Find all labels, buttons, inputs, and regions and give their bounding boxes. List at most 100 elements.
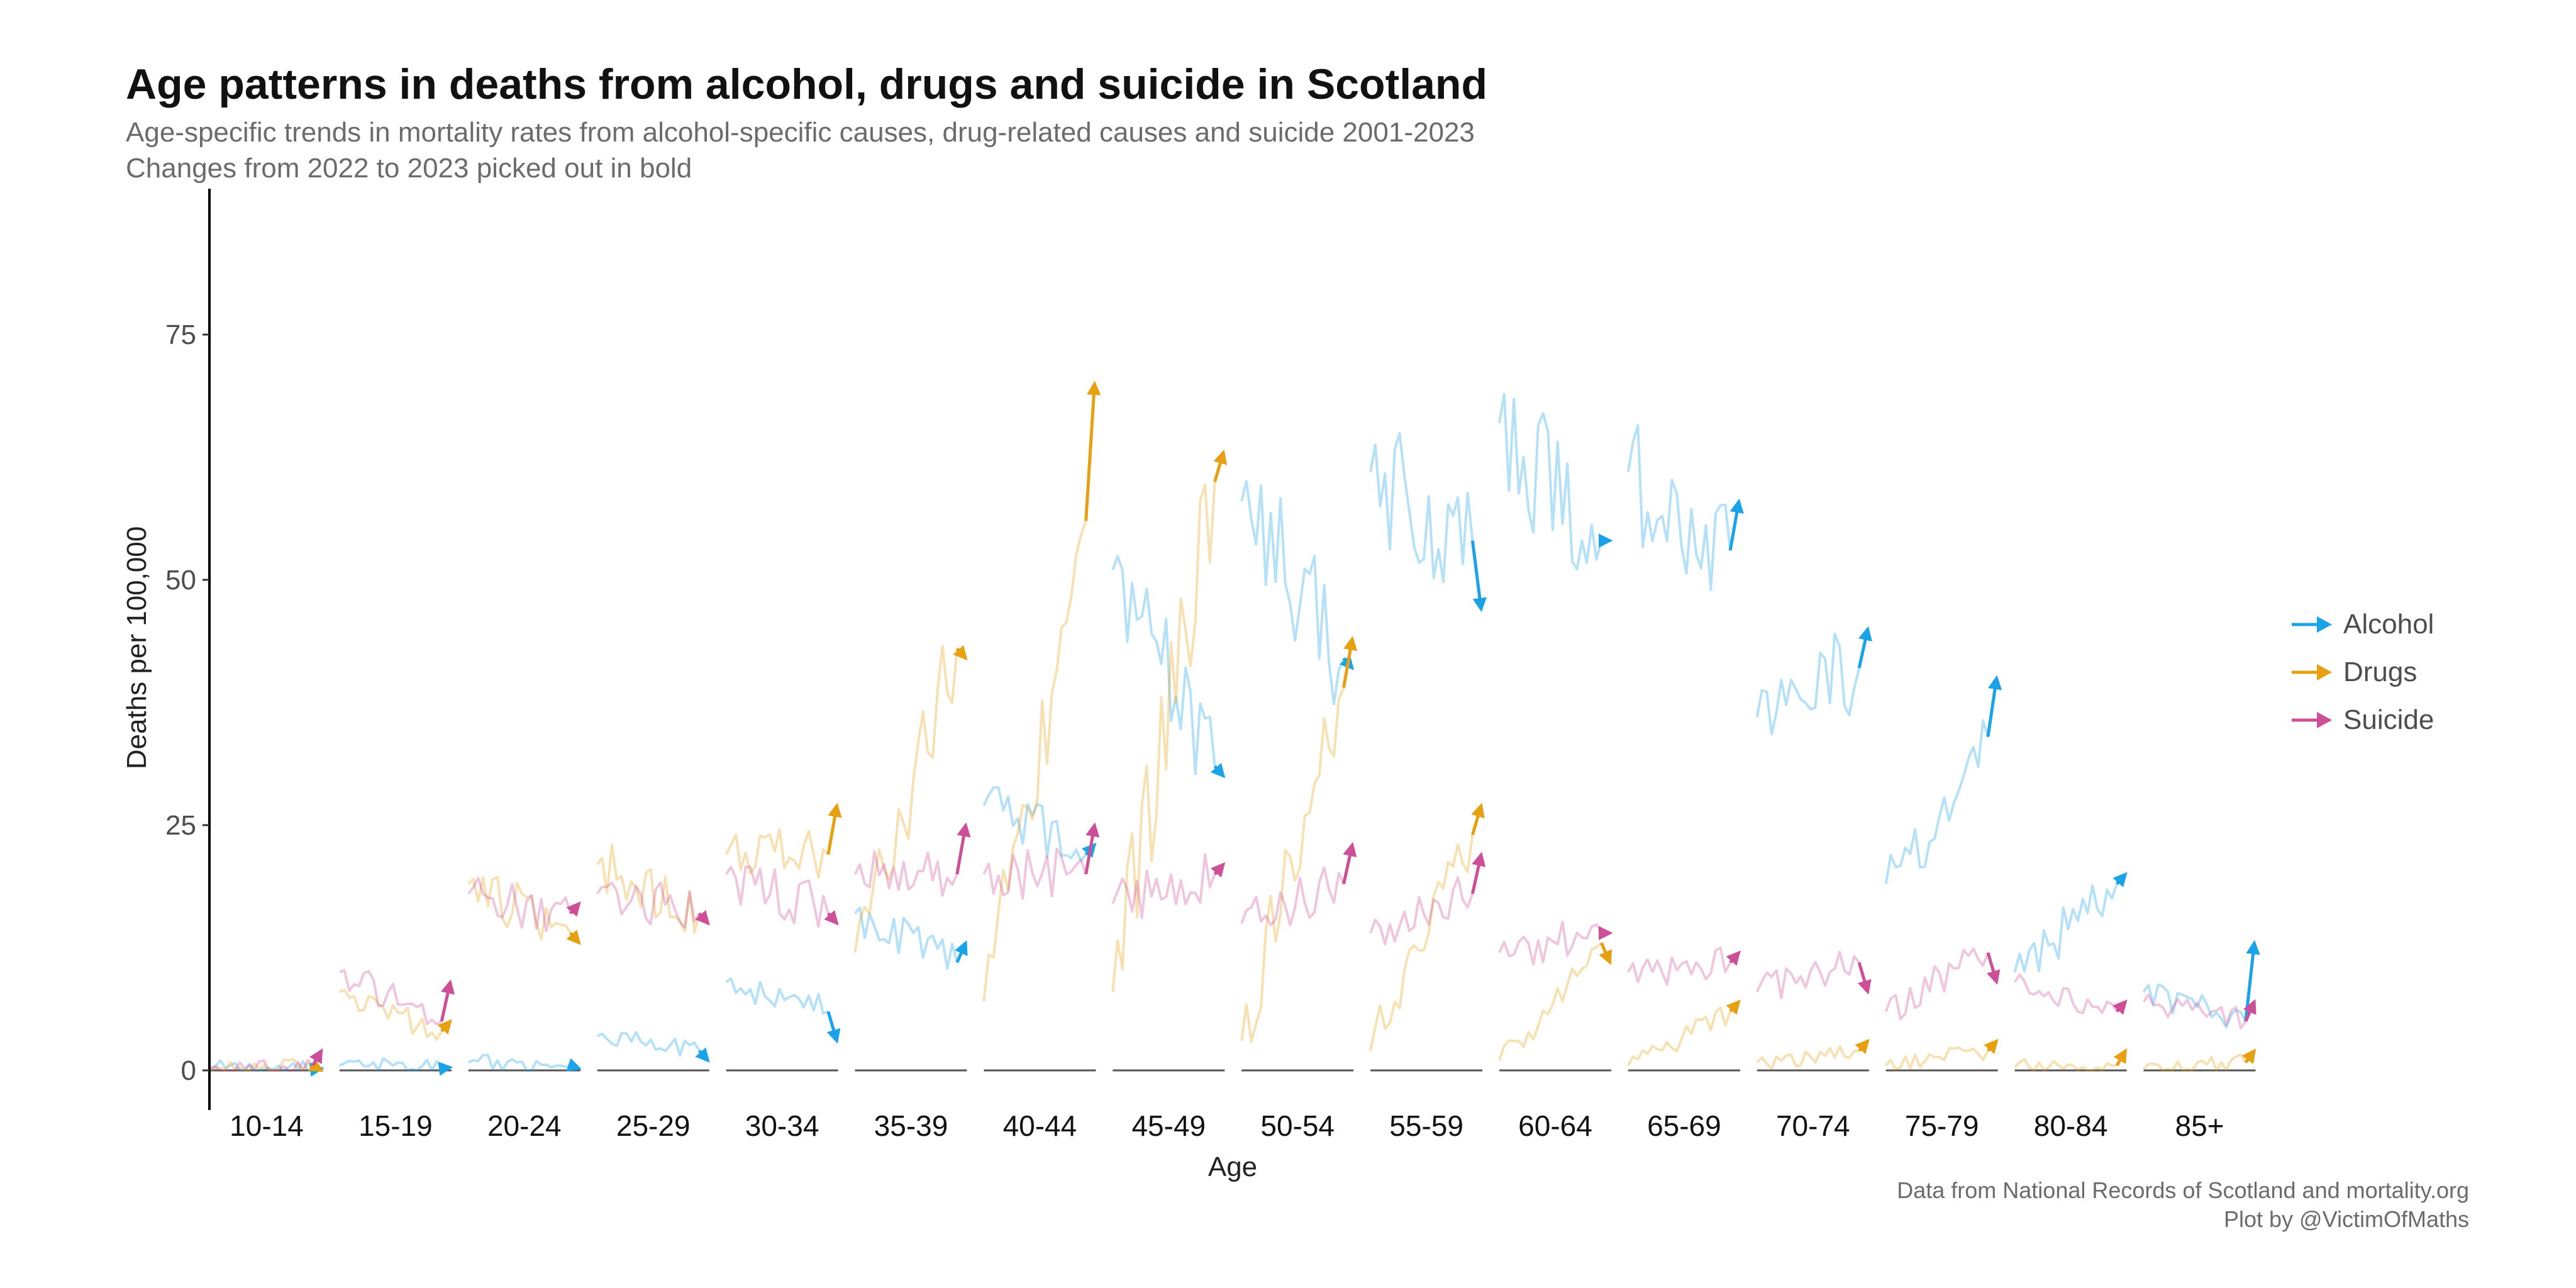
- trend-line-suicide-30-34: [724, 865, 830, 928]
- change-arrow-suicide-65-69: [1726, 950, 1741, 966]
- y-axis-title: Deaths per 100,000: [121, 526, 152, 770]
- x-tick-label-85: 85+: [2175, 1109, 2224, 1142]
- legend-label: Alcohol: [2343, 609, 2434, 640]
- change-arrow-drugs-15-19: [437, 1019, 452, 1035]
- legend-item-drugs: Drugs: [2289, 648, 2434, 696]
- change-arrow-drugs-70-74: [1855, 1038, 1870, 1055]
- trend-line-suicide-60-64: [1498, 920, 1603, 966]
- change-arrow-drugs-40-44: [1084, 380, 1101, 521]
- change-arrow-drugs-45-49: [1213, 449, 1228, 482]
- trend-line-drugs-70-74: [1756, 1045, 1860, 1070]
- trend-line-suicide-25-29: [596, 881, 701, 929]
- x-tick-label-55-59: 55-59: [1389, 1109, 1463, 1142]
- change-arrow-suicide-45-49: [1210, 862, 1226, 878]
- trend-line-drugs-20-24: [467, 875, 572, 941]
- legend-item-alcohol: Alcohol: [2289, 601, 2434, 648]
- change-arrow-suicide-70-74: [1857, 962, 1872, 995]
- change-arrow-suicide-15-19: [440, 979, 455, 1022]
- x-tick-label-10-14: 10-14: [230, 1109, 304, 1142]
- change-arrow-alcohol-15-19: [438, 1062, 453, 1076]
- change-arrow-suicide-10-14: [309, 1048, 323, 1067]
- trend-line-alcohol-60-64: [1498, 392, 1603, 570]
- trend-line-suicide-20-24: [467, 877, 572, 932]
- change-arrow-suicide-50-54: [1342, 841, 1357, 885]
- x-tick-label-50-54: 50-54: [1260, 1109, 1335, 1142]
- trend-line-suicide-55-59: [1369, 876, 1474, 946]
- caption: Data from National Records of Scotland a…: [1897, 1176, 2469, 1234]
- x-tick-label-65-69: 65-69: [1647, 1109, 1721, 1142]
- trend-line-alcohol-75-79: [1884, 719, 1989, 884]
- change-arrows: [308, 380, 2260, 1077]
- change-arrow-alcohol-55-59: [1470, 540, 1487, 613]
- change-arrow-alcohol-80-84: [2112, 872, 2128, 887]
- chart-title: Age patterns in deaths from alcohol, dru…: [126, 60, 1487, 108]
- change-arrow-alcohol-75-79: [1986, 675, 2002, 737]
- x-axis-tick-labels: 10-14 15-19 20-24 25-29 30-34 35-39 40-44 45-49…: [230, 1109, 2224, 1142]
- trend-line-alcohol-15-19: [339, 1057, 443, 1072]
- change-arrow-alcohol-30-34: [826, 1011, 841, 1044]
- change-arrow-suicide-25-29: [695, 910, 710, 926]
- trend-lines: [210, 392, 2247, 1072]
- trend-line-drugs-35-39: [853, 645, 958, 953]
- trend-line-suicide-45-49: [1111, 853, 1216, 919]
- x-tick-label-15-19: 15-19: [358, 1109, 433, 1142]
- trend-line-drugs-25-29: [596, 843, 701, 934]
- trend-line-drugs-45-49: [1111, 481, 1216, 992]
- change-arrow-alcohol-25-29: [695, 1047, 710, 1063]
- trend-line-suicide-35-39: [853, 850, 958, 897]
- trend-line-suicide-15-19: [339, 969, 443, 1026]
- trend-line-drugs-30-34: [724, 828, 830, 879]
- trend-line-alcohol-40-44: [982, 786, 1087, 862]
- legend-label: Suicide: [2343, 704, 2434, 735]
- change-arrow-drugs-55-59: [1470, 802, 1485, 836]
- change-arrow-drugs-85: [2241, 1048, 2257, 1064]
- trend-line-suicide-85: [2142, 993, 2247, 1030]
- y-tick-label: 25: [165, 810, 196, 841]
- trend-line-alcohol-80-84: [2013, 883, 2118, 973]
- change-arrow-alcohol-45-49: [1210, 763, 1226, 779]
- trend-line-alcohol-20-24: [467, 1053, 571, 1072]
- legend: Alcohol Drugs Suicide: [2289, 601, 2434, 744]
- trend-line-alcohol-50-54: [1240, 480, 1345, 706]
- change-arrow-drugs-35-39: [953, 645, 968, 661]
- change-arrow-suicide-35-39: [955, 822, 971, 875]
- trend-line-suicide-70-74: [1755, 950, 1860, 999]
- legend-arrow-icon: [2292, 712, 2332, 728]
- trend-line-drugs-60-64: [1498, 941, 1602, 1062]
- chart-subtitle-line-2: Changes from 2022 to 2023 picked out in …: [126, 153, 692, 184]
- trend-line-alcohol-85: [2142, 983, 2247, 1029]
- trend-line-drugs-40-44: [982, 520, 1087, 1002]
- change-arrow-drugs-80-84: [2113, 1048, 2127, 1067]
- trend-line-alcohol-55-59: [1369, 431, 1474, 584]
- change-arrow-drugs-10-14: [308, 1058, 324, 1072]
- x-tick-label-40-44: 40-44: [1003, 1109, 1077, 1142]
- change-arrow-alcohol-35-39: [954, 940, 968, 963]
- y-axis-ticks: 0 25 50 75: [165, 319, 209, 1086]
- y-tick-label: 0: [181, 1055, 196, 1086]
- change-arrow-suicide-20-24: [566, 901, 581, 917]
- chart-subtitle-line-1: Age-specific trends in mortality rates f…: [126, 117, 1475, 148]
- x-tick-label-35-39: 35-39: [874, 1109, 948, 1142]
- trend-line-alcohol-30-34: [725, 977, 829, 1015]
- x-tick-label-25-29: 25-29: [616, 1109, 691, 1142]
- change-arrow-drugs-20-24: [566, 930, 581, 945]
- change-arrow-suicide-55-59: [1470, 852, 1486, 894]
- trend-line-alcohol-65-69: [1626, 424, 1732, 591]
- x-tick-label-30-34: 30-34: [745, 1109, 819, 1142]
- legend-arrow-icon: [2292, 664, 2332, 680]
- x-tick-label-60-64: 60-64: [1518, 1109, 1592, 1142]
- change-arrow-drugs-65-69: [1726, 999, 1741, 1015]
- trend-line-drugs-85: [2143, 1053, 2247, 1072]
- trend-line-alcohol-35-39: [853, 906, 958, 970]
- trend-line-drugs-80-84: [2014, 1058, 2117, 1072]
- trend-line-alcohol-25-29: [596, 1031, 701, 1057]
- change-arrow-drugs-60-64: [1599, 942, 1613, 965]
- change-arrow-drugs-30-34: [826, 802, 842, 855]
- trend-line-suicide-65-69: [1627, 947, 1731, 986]
- change-arrow-suicide-75-79: [1986, 952, 2001, 985]
- change-arrow-alcohol-65-69: [1728, 498, 1744, 551]
- trend-line-alcohol-45-49: [1111, 555, 1216, 775]
- trend-line-drugs-65-69: [1627, 1006, 1732, 1067]
- trend-line-drugs-50-54: [1240, 687, 1345, 1043]
